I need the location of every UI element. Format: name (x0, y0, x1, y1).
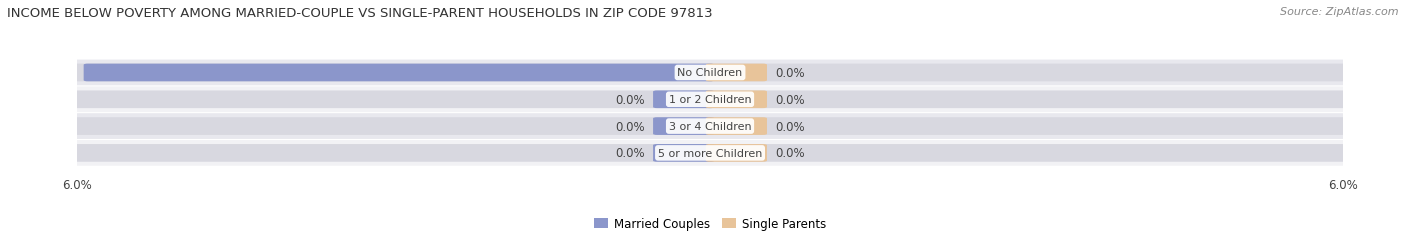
FancyBboxPatch shape (84, 64, 714, 82)
FancyBboxPatch shape (654, 144, 714, 162)
Text: 5.9%: 5.9% (45, 67, 76, 80)
Text: No Children: No Children (678, 68, 742, 78)
FancyBboxPatch shape (654, 91, 714, 109)
FancyBboxPatch shape (706, 118, 768, 135)
FancyBboxPatch shape (706, 144, 1347, 162)
Text: 0.0%: 0.0% (614, 147, 645, 160)
Text: 5 or more Children: 5 or more Children (658, 148, 762, 158)
Text: 0.0%: 0.0% (776, 120, 806, 133)
FancyBboxPatch shape (72, 87, 1348, 113)
FancyBboxPatch shape (706, 91, 768, 109)
Text: INCOME BELOW POVERTY AMONG MARRIED-COUPLE VS SINGLE-PARENT HOUSEHOLDS IN ZIP COD: INCOME BELOW POVERTY AMONG MARRIED-COUPL… (7, 7, 713, 20)
Text: 0.0%: 0.0% (776, 147, 806, 160)
FancyBboxPatch shape (72, 114, 1348, 139)
FancyBboxPatch shape (706, 64, 1347, 82)
Text: 0.0%: 0.0% (776, 67, 806, 80)
FancyBboxPatch shape (73, 64, 714, 82)
FancyBboxPatch shape (706, 118, 1347, 135)
FancyBboxPatch shape (706, 64, 768, 82)
Legend: Married Couples, Single Parents: Married Couples, Single Parents (593, 217, 827, 230)
Text: 0.0%: 0.0% (614, 93, 645, 106)
FancyBboxPatch shape (706, 91, 1347, 109)
FancyBboxPatch shape (72, 60, 1348, 86)
FancyBboxPatch shape (654, 118, 714, 135)
FancyBboxPatch shape (73, 144, 714, 162)
Text: 3 or 4 Children: 3 or 4 Children (669, 122, 751, 131)
Text: 0.0%: 0.0% (776, 93, 806, 106)
FancyBboxPatch shape (706, 144, 768, 162)
FancyBboxPatch shape (73, 91, 714, 109)
FancyBboxPatch shape (72, 140, 1348, 166)
Text: Source: ZipAtlas.com: Source: ZipAtlas.com (1281, 7, 1399, 17)
FancyBboxPatch shape (73, 118, 714, 135)
Text: 0.0%: 0.0% (614, 120, 645, 133)
Text: 1 or 2 Children: 1 or 2 Children (669, 95, 751, 105)
